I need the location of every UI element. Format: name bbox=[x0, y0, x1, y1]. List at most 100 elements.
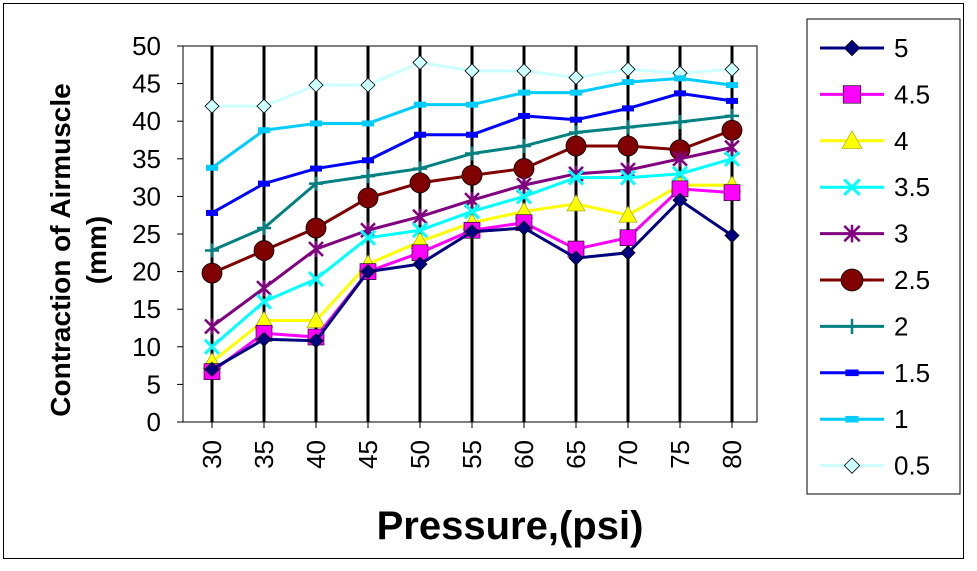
series-group bbox=[201, 54, 743, 380]
data-point-2.5-35 bbox=[253, 240, 275, 261]
data-point-0.5-40 bbox=[308, 77, 324, 93]
legend-marker-3 bbox=[843, 224, 861, 243]
y-tick-label: 30 bbox=[132, 181, 161, 211]
legend-label: 1.5 bbox=[894, 358, 930, 388]
data-point-2.5-30 bbox=[201, 262, 223, 284]
x-tick-label: 75 bbox=[665, 440, 695, 469]
y-axis-title: Contraction of Airmuscle (mm) bbox=[45, 83, 112, 416]
legend-label: 3 bbox=[894, 219, 908, 249]
legend-item-3: 3 bbox=[820, 219, 908, 249]
data-point-2.5-80 bbox=[721, 119, 743, 141]
data-point-2-60 bbox=[517, 139, 531, 154]
data-point-2-70 bbox=[621, 120, 635, 135]
data-point-1-70 bbox=[622, 79, 634, 86]
data-point-1.5-40 bbox=[310, 165, 322, 172]
data-point-1-65 bbox=[570, 89, 582, 96]
data-point-2-30 bbox=[205, 243, 219, 258]
y-tick-label: 20 bbox=[132, 257, 161, 287]
data-point-2.5-50 bbox=[409, 172, 431, 194]
y-tick-label: 15 bbox=[132, 294, 161, 324]
data-point-3.5-70 bbox=[619, 169, 637, 186]
x-tick-label: 55 bbox=[457, 440, 487, 469]
data-point-1.5-55 bbox=[466, 131, 478, 138]
data-point-4.5-80 bbox=[723, 184, 741, 201]
y-tick-label: 50 bbox=[132, 31, 161, 61]
data-point-2.5-60 bbox=[513, 158, 535, 179]
data-point-1-35 bbox=[258, 127, 270, 134]
data-point-3-35 bbox=[256, 280, 272, 297]
legend-label: 0.5 bbox=[894, 451, 930, 481]
data-point-2-35 bbox=[257, 220, 271, 235]
x-tick-label: 30 bbox=[197, 440, 227, 469]
data-point-0.5-70 bbox=[620, 61, 636, 77]
legend-label: 3.5 bbox=[894, 172, 930, 202]
x-tick-label: 70 bbox=[613, 440, 643, 469]
data-point-2-45 bbox=[361, 169, 375, 184]
data-point-5-55 bbox=[464, 224, 480, 240]
data-point-1-60 bbox=[518, 89, 530, 96]
legend-item-2.5: 2.5 bbox=[820, 265, 930, 295]
y-axis-title-line: Contraction of Airmuscle bbox=[45, 83, 76, 416]
data-point-3.5-40 bbox=[307, 271, 325, 288]
y-axis-ticks: 0 5 10 15 20 25 30 35 40 45 50 bbox=[132, 31, 183, 437]
data-point-4-65 bbox=[566, 194, 586, 212]
x-tick-label: 40 bbox=[301, 440, 331, 469]
data-point-1.5-70 bbox=[622, 105, 634, 112]
data-point-2-40 bbox=[309, 176, 323, 191]
data-point-1-45 bbox=[362, 120, 374, 127]
data-point-1.5-75 bbox=[674, 90, 686, 97]
data-point-5-65 bbox=[568, 250, 584, 266]
data-point-2.5-40 bbox=[305, 217, 327, 239]
data-point-3.5-60 bbox=[515, 188, 533, 205]
legend-marker-1.5 bbox=[845, 369, 859, 377]
data-point-3-50 bbox=[412, 208, 428, 225]
legend-marker-1 bbox=[845, 415, 859, 423]
y-tick-label: 45 bbox=[132, 69, 161, 99]
data-point-0.5-80 bbox=[724, 61, 740, 77]
data-point-3-75 bbox=[672, 150, 688, 167]
series-1.5 bbox=[206, 90, 738, 216]
data-point-4.5-70 bbox=[619, 229, 637, 247]
legend-label: 1 bbox=[894, 404, 908, 434]
data-point-1.5-35 bbox=[258, 180, 270, 187]
x-tick-label: 35 bbox=[249, 440, 279, 469]
legend-marker-0.5 bbox=[843, 457, 861, 474]
data-point-1-80 bbox=[726, 82, 738, 89]
data-point-3.5-30 bbox=[203, 338, 221, 355]
legend-marker-2 bbox=[844, 318, 860, 335]
data-point-1-30 bbox=[206, 164, 218, 171]
x-tick-label: 60 bbox=[509, 440, 539, 469]
data-point-2-75 bbox=[673, 114, 687, 129]
data-point-4-40 bbox=[306, 310, 326, 328]
x-tick-label: 65 bbox=[561, 440, 591, 469]
legend-item-4.5: 4.5 bbox=[820, 79, 930, 109]
data-point-3.5-65 bbox=[567, 169, 585, 186]
x-tick-label: 45 bbox=[353, 440, 383, 469]
legend-label: 2.5 bbox=[894, 265, 930, 295]
data-point-1-40 bbox=[310, 120, 322, 127]
legend-marker-5 bbox=[843, 39, 861, 57]
data-point-1.5-50 bbox=[414, 131, 426, 138]
legend-label: 4.5 bbox=[894, 79, 930, 109]
legend-item-3.5: 3.5 bbox=[820, 172, 930, 202]
chart-frame: 0 5 10 15 20 25 30 35 40 45 50 30 35 40 45 50 55 60 65 70 7… bbox=[3, 3, 964, 559]
series-3 bbox=[204, 139, 740, 335]
legend-item-2: 2 bbox=[820, 311, 908, 341]
y-tick-label: 10 bbox=[132, 332, 161, 362]
data-point-4-70 bbox=[618, 205, 638, 223]
series-5 bbox=[204, 192, 740, 377]
series-3.5 bbox=[203, 150, 741, 355]
data-point-2.5-70 bbox=[617, 135, 639, 157]
data-point-0.5-65 bbox=[568, 70, 584, 86]
legend-item-1.5: 1.5 bbox=[820, 358, 930, 388]
y-tick-label: 35 bbox=[132, 144, 161, 174]
data-point-1-55 bbox=[466, 101, 478, 108]
legend-marker-3.5 bbox=[843, 178, 861, 196]
legend-label: 4 bbox=[894, 126, 908, 156]
data-point-2.5-45 bbox=[357, 187, 379, 209]
data-point-5-35 bbox=[256, 331, 272, 347]
data-point-3.5-50 bbox=[411, 222, 429, 239]
series-2 bbox=[205, 108, 739, 258]
data-point-3.5-45 bbox=[359, 229, 377, 246]
data-point-5-75 bbox=[672, 192, 688, 208]
